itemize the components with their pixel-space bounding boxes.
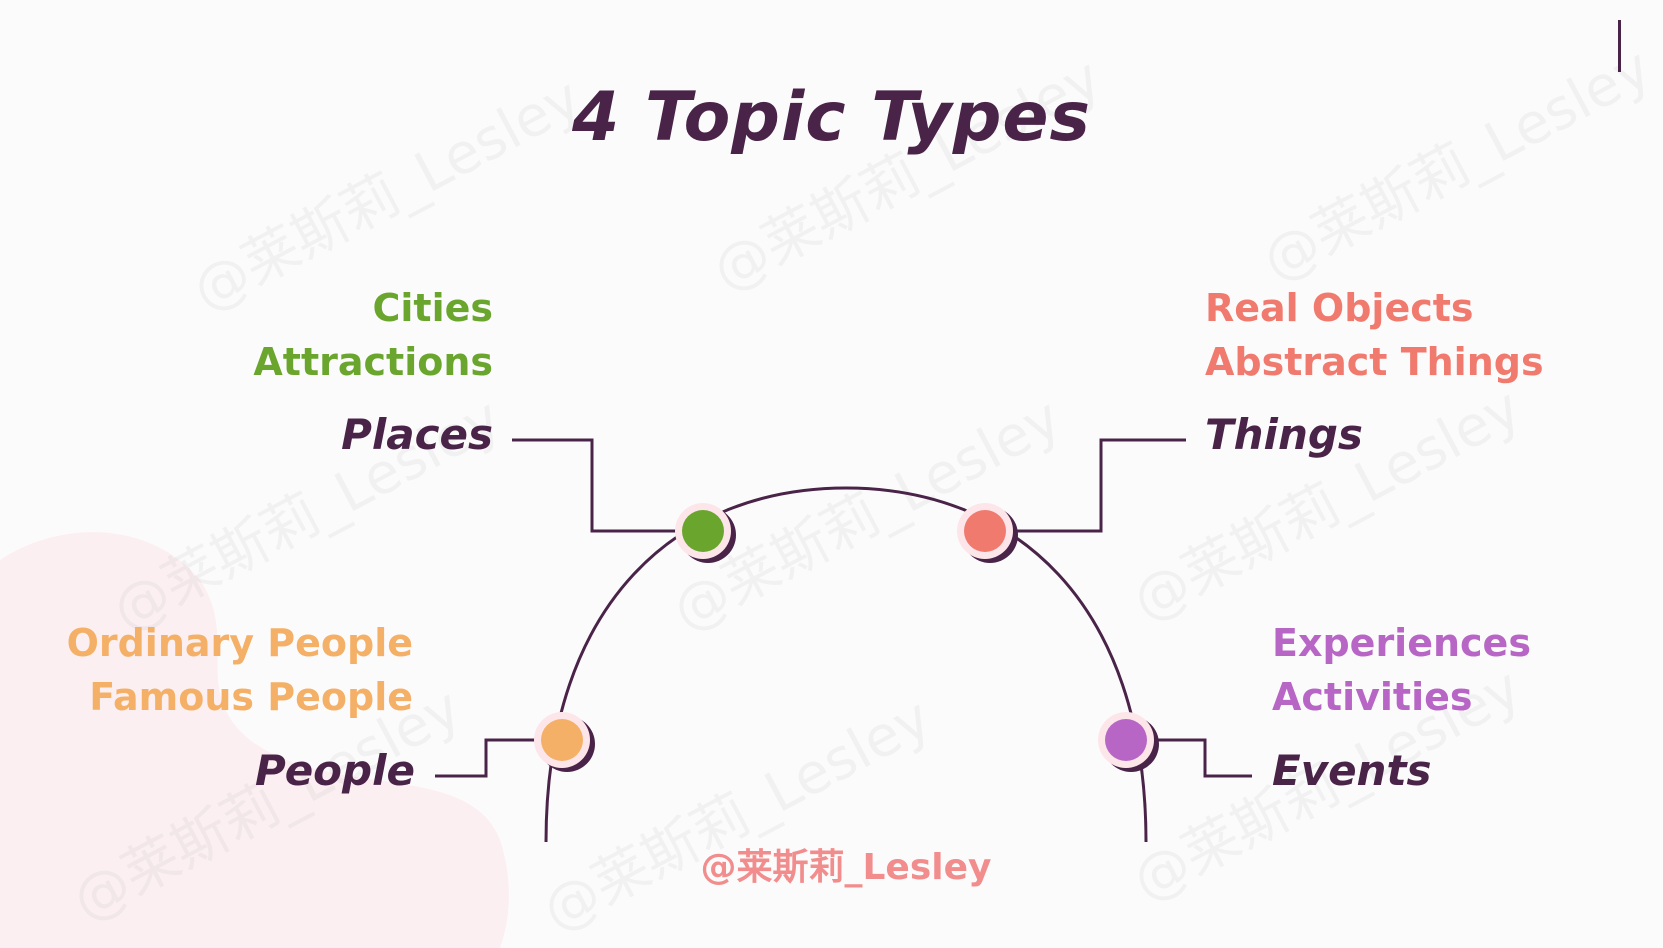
node-events — [1098, 712, 1159, 772]
people-item: Ordinary People — [66, 621, 413, 665]
node-places — [675, 503, 736, 563]
people-item: Famous People — [89, 675, 413, 719]
places-item: Cities — [372, 286, 494, 330]
corner-mark — [1618, 20, 1621, 72]
events-subtopics: Experiences Activities — [1272, 616, 1531, 724]
things-item: Abstract Things — [1205, 340, 1544, 384]
things-subtopics: Real Objects Abstract Things — [1205, 281, 1544, 389]
node-people — [534, 712, 595, 772]
author-handle: @莱斯莉_Lesley — [700, 847, 992, 888]
connector-places — [512, 438, 700, 533]
connector-things — [985, 438, 1186, 533]
topic-events-label: Events — [1272, 746, 1432, 795]
page-title: 4 Topic Types — [571, 78, 1091, 157]
events-item: Activities — [1272, 675, 1473, 719]
topic-places-label: Places — [341, 410, 493, 459]
people-subtopics: Ordinary People Famous People — [67, 616, 413, 724]
arc — [544, 486, 1148, 843]
events-item: Experiences — [1272, 621, 1531, 665]
connector-people — [435, 738, 560, 778]
places-subtopics: Cities Attractions — [253, 281, 493, 389]
node-things — [957, 503, 1018, 563]
topic-people-label: People — [255, 746, 415, 795]
topic-things-label: Things — [1205, 410, 1363, 459]
places-item: Attractions — [253, 340, 493, 384]
connector-events — [1125, 738, 1252, 778]
things-item: Real Objects — [1205, 286, 1474, 330]
